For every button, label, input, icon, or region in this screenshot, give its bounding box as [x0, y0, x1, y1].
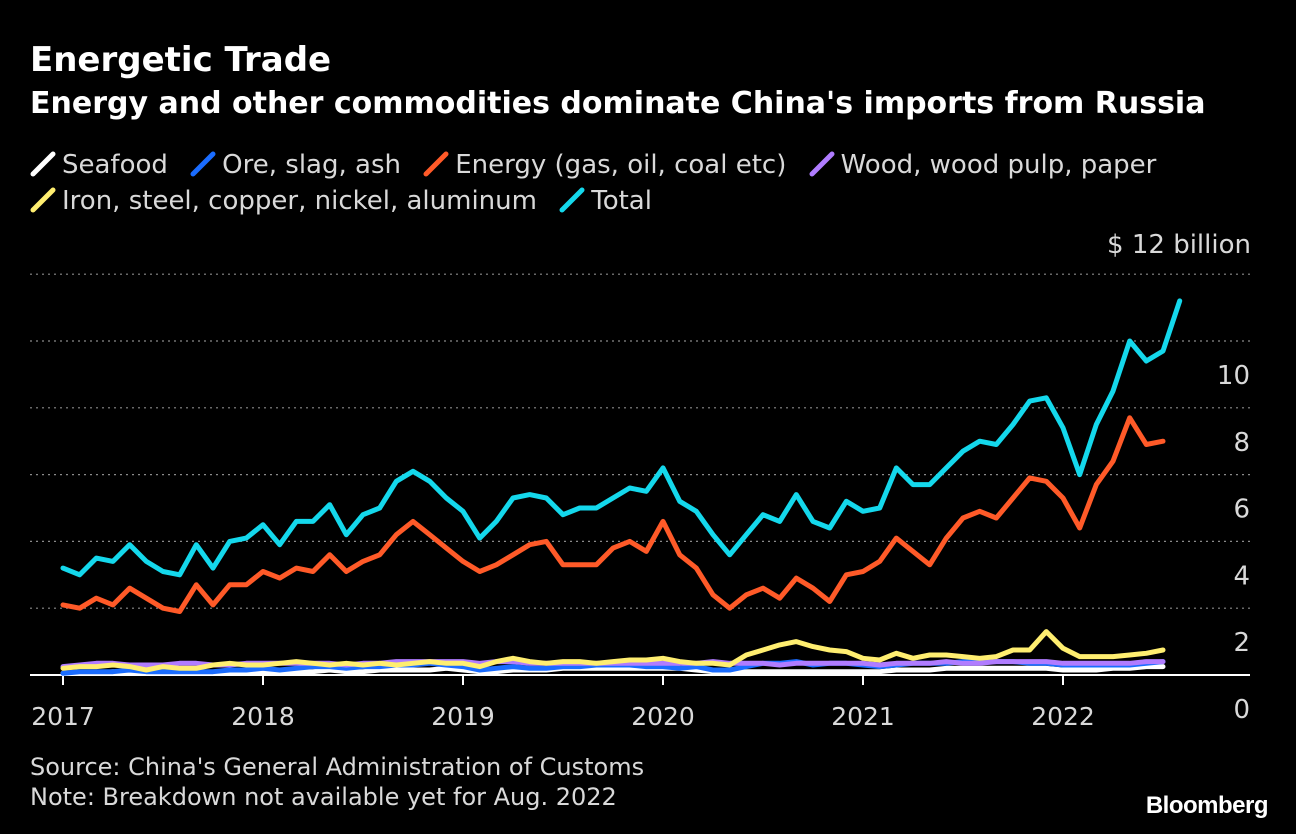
- legend-label: Ore, slag, ash: [222, 150, 401, 180]
- x-tick-label: 2022: [1031, 702, 1095, 731]
- legend-row-1: Seafood Ore, slag, ash Energy (gas, oil,…: [30, 150, 1270, 186]
- legend-label: Iron, steel, copper, nickel, aluminum: [62, 186, 537, 216]
- legend-swatch-icon: [190, 151, 216, 177]
- legend: Seafood Ore, slag, ash Energy (gas, oil,…: [30, 150, 1270, 222]
- legend-swatch-icon: [423, 151, 449, 177]
- legend-item-energy[interactable]: Energy (gas, oil, coal etc): [423, 150, 786, 180]
- legend-label: Energy (gas, oil, coal etc): [455, 150, 787, 180]
- legend-item-metals[interactable]: Iron, steel, copper, nickel, aluminum: [30, 186, 537, 216]
- legend-swatch-icon: [30, 151, 56, 177]
- series-line-total: [60, 298, 1183, 578]
- y-tick-label: 10: [1217, 361, 1250, 391]
- legend-label: Wood, wood pulp, paper: [840, 150, 1157, 180]
- legend-item-seafood[interactable]: Seafood: [30, 150, 168, 180]
- y-tick-label: 2: [1233, 628, 1250, 658]
- y-axis-unit-label: $ 12 billion: [1107, 230, 1251, 260]
- y-tick-label: 8: [1233, 428, 1250, 458]
- y-tick-label: 4: [1233, 561, 1250, 591]
- breakdown-note: Note: Breakdown not available yet for Au…: [30, 783, 617, 811]
- x-axis: 2017 2018 2019 2020 2021 2022: [30, 674, 1250, 731]
- legend-swatch-icon: [809, 151, 835, 177]
- footer: Source: China's General Administration o…: [30, 752, 644, 812]
- legend-swatch-icon: [559, 187, 585, 213]
- legend-item-wood[interactable]: Wood, wood pulp, paper: [809, 150, 1157, 180]
- x-tick-label: 2017: [31, 702, 95, 731]
- x-tick-label: 2020: [631, 702, 695, 731]
- legend-label: Seafood: [62, 150, 168, 180]
- legend-label: Total: [591, 186, 652, 216]
- source-note: Source: China's General Administration o…: [30, 753, 645, 781]
- chart-title: Energetic Trade: [30, 40, 332, 80]
- legend-item-total[interactable]: Total: [559, 186, 652, 216]
- x-tick-label: 2018: [231, 702, 295, 731]
- x-tick-label: 2021: [831, 702, 895, 731]
- legend-row-2: Iron, steel, copper, nickel, aluminum To…: [30, 186, 1270, 222]
- legend-swatch-icon: [30, 187, 56, 213]
- x-tick-label: 2019: [431, 702, 495, 731]
- series-line-iron-steel-copper-nickel-aluminum: [60, 629, 1166, 673]
- y-tick-label: 0: [1233, 695, 1250, 725]
- series-lines: [60, 298, 1183, 676]
- y-axis-ticks: 10 8 6 4 2 0: [1217, 361, 1250, 725]
- chart-subtitle: Energy and other commodities dominate Ch…: [30, 86, 1206, 121]
- series-line-energy-gas-oil-coal-etc: [60, 415, 1166, 614]
- legend-item-ore[interactable]: Ore, slag, ash: [190, 150, 401, 180]
- bloomberg-logo: Bloomberg: [1145, 792, 1269, 819]
- y-tick-label: 6: [1233, 495, 1250, 525]
